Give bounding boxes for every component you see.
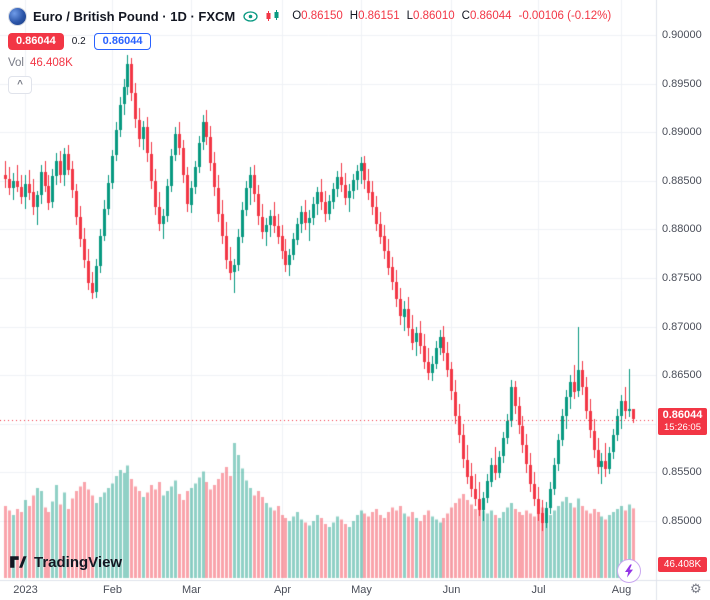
time-axis-label: May (351, 584, 372, 596)
price-axis-label: 0.87500 (662, 272, 702, 284)
price-axis-label: 0.87000 (662, 321, 702, 333)
price-axis-label: 0.88000 (662, 223, 702, 235)
trade-panel: 0.86044 0.2 0.86044 (8, 32, 611, 50)
close-value: 0.86044 (469, 10, 512, 22)
last-price-value: 0.86044 (662, 408, 703, 421)
buy-button[interactable]: 0.86044 (93, 32, 152, 50)
chart-style-candles-icon[interactable] (266, 10, 280, 22)
gear-icon[interactable]: ⚙ (690, 582, 702, 597)
chevron-up-icon: ^ (17, 79, 23, 90)
open-value: 0.86150 (301, 10, 343, 22)
price-axis-label: 0.85500 (662, 466, 702, 478)
lightning-button[interactable] (617, 559, 641, 583)
spread-value: 0.2 (71, 35, 86, 47)
price-axis-label: 0.89500 (662, 78, 702, 90)
time-axis-label: Aug (611, 584, 632, 596)
eye-icon[interactable] (243, 10, 258, 22)
volume-label: Vol (8, 57, 24, 69)
chart-legend: Euro / British Pound · 1D · FXCM O0.8615… (8, 6, 611, 94)
tradingview-logo-icon (10, 556, 27, 568)
price-axis-label: 0.85000 (662, 515, 702, 527)
close-label: C (461, 10, 470, 22)
low-value: 0.86010 (413, 10, 455, 22)
time-axis-label: Jul (531, 584, 546, 596)
open-label: O (292, 10, 302, 22)
sell-button[interactable]: 0.86044 (8, 32, 64, 50)
collapse-legend-button[interactable]: ^ (8, 76, 32, 94)
time-axis-label: Apr (273, 584, 292, 596)
price-axis-label: 0.89000 (662, 126, 702, 138)
time-axis-label: Jun (442, 584, 461, 596)
high-value: 0.86151 (358, 10, 400, 22)
volume-legend: Vol 46.408K (8, 57, 611, 69)
symbol-pair-logo-icon (8, 6, 27, 26)
bar-countdown: 15:26:05 (664, 421, 701, 433)
ohlc-readout: O0.86150 H0.86151 L0.86010 C0.86044 -0.0… (292, 10, 611, 22)
time-axis-label: 2023 (13, 584, 38, 596)
price-axis-label: 0.88500 (662, 175, 702, 187)
change-value: -0.00106 (-0.12%) (518, 10, 612, 22)
high-label: H (349, 10, 359, 22)
price-axis-label: 0.90000 (662, 29, 702, 41)
time-axis-label: Feb (103, 584, 122, 596)
volume-value: 46.408K (30, 57, 73, 69)
price-axis-label: 0.86500 (662, 369, 702, 381)
low-label: L (406, 10, 414, 22)
symbol-title[interactable]: Euro / British Pound · 1D · FXCM (33, 8, 236, 24)
tradingview-logo-text: TradingView (34, 553, 123, 571)
lightning-icon (625, 564, 633, 578)
time-axis-label: Mar (182, 584, 201, 596)
last-price-badge: 0.86044 15:26:05 (658, 407, 707, 435)
volume-axis-badge: 46.408K (658, 557, 707, 572)
tradingview-logo[interactable]: TradingView (8, 552, 122, 572)
